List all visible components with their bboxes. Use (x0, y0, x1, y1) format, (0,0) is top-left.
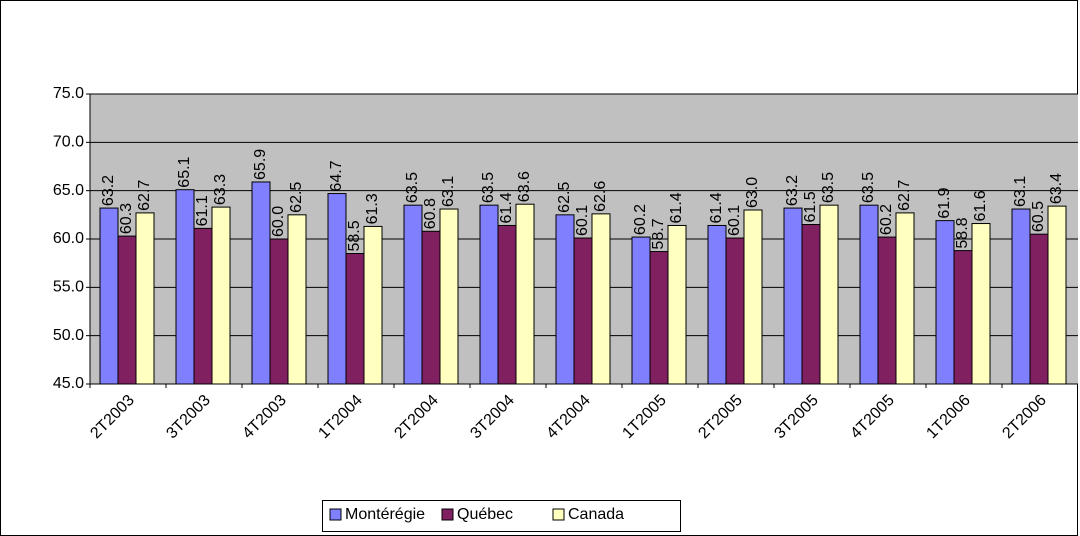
data-label: 63.4 (1048, 173, 1065, 204)
bar (801, 224, 821, 385)
legend-label: Canada (568, 506, 624, 523)
bar (99, 207, 119, 385)
data-label: 60.1 (726, 205, 743, 236)
bar (895, 212, 915, 385)
bar (345, 253, 365, 385)
bar (971, 223, 991, 385)
bar (707, 224, 727, 385)
data-label: 63.5 (820, 172, 837, 203)
bar (649, 251, 669, 385)
data-label: 62.5 (288, 182, 305, 213)
data-label: 58.5 (346, 220, 363, 251)
bar (135, 212, 155, 385)
data-label: 62.7 (136, 180, 153, 211)
data-label: 60.2 (878, 204, 895, 235)
bar (251, 181, 271, 385)
y-tick-label: 65.0 (53, 182, 84, 199)
data-label: 62.5 (556, 182, 573, 213)
data-label: 60.8 (422, 198, 439, 229)
data-label: 63.1 (1012, 176, 1029, 207)
bar (269, 238, 289, 385)
y-tick-label: 55.0 (53, 279, 84, 296)
bar (515, 203, 535, 385)
data-label: 63.5 (404, 172, 421, 203)
data-label: 63.3 (212, 174, 229, 205)
bar (1047, 205, 1067, 385)
data-label: 61.5 (802, 191, 819, 222)
legend-label: Québec (457, 506, 513, 523)
bar (479, 204, 499, 385)
bar (193, 227, 213, 385)
data-label: 60.1 (574, 205, 591, 236)
y-tick-label: 75.0 (53, 85, 84, 102)
bar (743, 209, 763, 385)
bar (783, 207, 803, 385)
bar (555, 214, 575, 385)
legend-swatch (441, 508, 454, 521)
data-label: 62.7 (896, 180, 913, 211)
data-label: 61.1 (194, 195, 211, 226)
bar (859, 204, 879, 385)
legend-swatch (552, 508, 565, 521)
bar (287, 214, 307, 385)
data-label: 63.5 (480, 172, 497, 203)
data-label: 61.4 (708, 192, 725, 223)
data-label: 58.7 (650, 218, 667, 249)
data-label: 63.0 (744, 177, 761, 208)
bar (117, 235, 137, 385)
data-label: 60.3 (118, 203, 135, 234)
data-label: 61.3 (364, 193, 381, 224)
data-label: 60.2 (632, 204, 649, 235)
data-label: 63.2 (100, 175, 117, 206)
bar (631, 236, 651, 385)
bar (211, 206, 231, 385)
data-label: 61.9 (936, 187, 953, 218)
bar (953, 250, 973, 385)
y-tick-label: 70.0 (53, 134, 84, 151)
data-label: 65.9 (252, 149, 269, 180)
data-label: 62.6 (592, 181, 609, 212)
bar (591, 213, 611, 385)
data-label: 63.2 (784, 175, 801, 206)
bar (573, 237, 593, 385)
data-label: 63.6 (516, 171, 533, 202)
data-label: 61.4 (668, 192, 685, 223)
data-label: 64.7 (328, 160, 345, 191)
bar (421, 230, 441, 385)
data-label: 63.1 (440, 176, 457, 207)
data-label: 60.0 (270, 206, 287, 237)
data-label: 60.5 (1030, 201, 1047, 232)
bar (1029, 233, 1049, 385)
legend-label: Montérégie (345, 506, 425, 523)
bar (877, 236, 897, 385)
data-label: 61.4 (498, 192, 515, 223)
bar (667, 224, 687, 385)
legend-swatch (329, 508, 342, 521)
bar (1011, 208, 1031, 385)
y-tick-label: 45.0 (53, 375, 84, 392)
y-tick-label: 60.0 (53, 230, 84, 247)
bar (363, 225, 383, 385)
bar (497, 224, 517, 385)
data-label: 58.8 (954, 217, 971, 248)
data-label: 63.5 (860, 172, 877, 203)
bar (175, 189, 195, 385)
bar (725, 237, 745, 385)
bar (403, 204, 423, 385)
data-label: 65.1 (176, 156, 193, 187)
data-label: 61.6 (972, 190, 989, 221)
bar (935, 220, 955, 385)
bar (327, 193, 347, 385)
legend-box (322, 500, 681, 532)
bar (819, 204, 839, 385)
bar (439, 208, 459, 385)
y-tick-label: 50.0 (53, 327, 84, 344)
